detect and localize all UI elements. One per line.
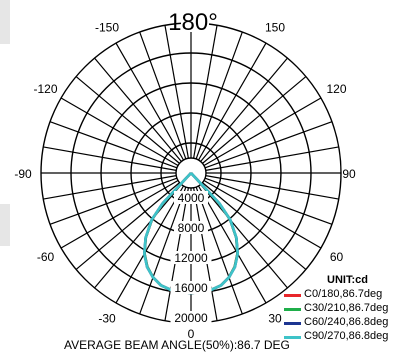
radial-label: 4000 [178,191,205,205]
grid-spoke [43,176,176,199]
angle-label: 150 [265,21,285,35]
grid-spoke [206,147,339,170]
legend-swatch [284,308,301,311]
legend: C0/180,86.7deg C30/210,86.7deg C60/240,8… [284,288,400,344]
legend-item: C0/180,86.7deg [284,288,400,302]
grid-spoke [206,176,339,199]
grid-spoke [165,25,188,158]
angle-label: -150 [95,21,119,35]
legend-label: C0/180,86.7deg [304,288,382,300]
legend-item: C30/210,86.7deg [284,302,400,316]
legend-label: C60/240,86.8deg [304,316,388,328]
angle-label: 30 [268,311,282,325]
angle-label: 120 [326,82,346,96]
legend-swatch [284,294,301,297]
angle-label: -120 [33,82,57,96]
radial-label: 16000 [174,281,208,295]
radial-label: 12000 [174,251,208,265]
angle-label: -90 [14,167,32,181]
angle-label: 90 [342,167,356,181]
legend-label: C90/270,86.8deg [304,330,388,342]
beam-angle-label: AVERAGE BEAM ANGLE(50%):86.7 DEG [64,338,290,352]
legend-label: C30/210,86.7deg [304,302,388,314]
angle-label: -60 [37,250,55,264]
legend-item: C90/270,86.8deg [284,330,400,344]
radial-label: 8000 [178,221,205,235]
angle-label: -30 [98,311,116,325]
unit-label: UNIT:cd [327,274,368,286]
radial-label: 20000 [174,311,208,325]
legend-swatch [284,322,301,325]
grid-spoke [43,147,176,170]
angle-label: 60 [330,250,344,264]
angle-label: 180° [168,9,218,36]
legend-item: C60/240,86.8deg [284,316,400,330]
grid-spoke [194,25,217,158]
